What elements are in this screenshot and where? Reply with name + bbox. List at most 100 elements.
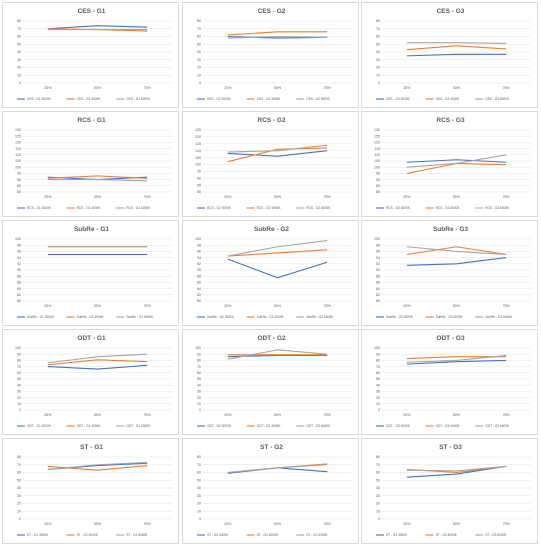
chart-title: CES - G2 [258,8,286,15]
series-line [227,150,328,157]
y-tick-label: 30 [376,494,380,498]
series-line [227,349,328,360]
y-tick-label: 0 [199,81,201,85]
legend-entry: CES - G1 3000K [27,97,52,101]
line-chart: CES - G2 0 10 20 30 40 50 60 70 80 25% 50% 75% CES - … [197,8,352,101]
y-tick-label: 100 [195,163,201,167]
legend-entry: ST - G3 4000K [436,533,458,537]
line-chart: ST - G1 0 10 20 30 40 50 60 70 80 25% 50% 75% ST - G1… [17,444,172,537]
x-tick-label: 75% [324,195,332,199]
y-tick-label: 20 [376,502,380,506]
y-tick-label: 125 [15,134,21,138]
y-tick-label: 0 [19,408,21,412]
x-tick-label: 75% [144,413,152,417]
y-tick-label: 98 [376,243,380,247]
series-line [47,461,148,470]
line-chart: ST - G3 0 10 20 30 40 50 60 70 80 25% 50% 75% ST - G3… [376,444,531,537]
line-chart: CES - G1 0 10 20 30 40 50 60 70 80 25% 50% 75% CES - … [17,8,172,101]
y-tick-label: 100 [374,346,380,350]
y-tick-label: 125 [374,134,380,138]
series-line [47,353,148,364]
x-tick-label: 25% [44,413,52,417]
y-tick-label: 94 [376,256,380,260]
legend-entry: CES - G3 3000K [386,97,411,101]
y-tick-label: 70 [376,463,380,467]
y-tick-label: 100 [15,346,21,350]
legend-entry: ST - G2 6000K [306,533,328,537]
line-chart: ODT - G2 0 10 20 30 40 50 60 70 80 90 100 25% 50% 75% O… [195,335,352,428]
x-tick-label: 25% [224,86,232,90]
y-tick-label: 10 [376,509,380,513]
y-tick-label: 20 [17,66,21,70]
y-tick-label: 110 [15,153,21,157]
x-tick-label: 25% [224,304,232,308]
y-tick-label: 80 [376,190,380,194]
y-tick-label: 84 [197,287,201,291]
series-line [406,246,507,256]
y-tick-label: 40 [376,50,380,54]
x-tick-label: 25% [224,522,232,526]
y-tick-label: 80 [376,359,380,363]
x-tick-label: 25% [224,413,232,417]
y-tick-label: 100 [15,165,21,169]
x-tick-label: 25% [224,195,232,199]
x-tick-label: 50% [274,522,282,526]
legend-entry: CES - G2 4000K [257,97,282,101]
series-line [406,246,507,256]
y-tick-label: 20 [376,66,380,70]
y-tick-label: 60 [376,35,380,39]
legend-entry: RCS - G3 4000K [436,206,461,210]
x-tick-label: 75% [503,413,511,417]
x-tick-label: 75% [503,522,511,526]
legend-entry: SubRe - G1 3000K [27,315,55,319]
y-tick-label: 90 [376,352,380,356]
y-tick-label: 10 [197,73,201,77]
series-line [47,175,148,179]
y-tick-label: 92 [197,262,201,266]
x-tick-label: 25% [44,304,52,308]
y-tick-label: 80 [17,299,21,303]
y-tick-label: 30 [376,390,380,394]
y-tick-label: 60 [376,471,380,475]
y-tick-label: 40 [376,383,380,387]
y-tick-label: 80 [17,190,21,194]
y-tick-label: 115 [195,142,201,146]
y-tick-label: 0 [19,81,21,85]
y-tick-label: 10 [376,73,380,77]
chart-panel: RCS - G2 80 85 90 95 100 105 110 115 120 125 25% 50%… [182,111,359,217]
x-tick-label: 25% [403,304,411,308]
y-tick-label: 10 [17,509,21,513]
y-tick-label: 120 [195,135,201,139]
y-tick-label: 0 [378,517,380,521]
y-tick-label: 30 [197,58,201,62]
legend-entry: RCS - G3 6000K [485,206,510,210]
x-tick-label: 50% [453,304,461,308]
y-tick-label: 125 [195,128,201,132]
y-tick-label: 90 [197,352,201,356]
x-tick-label: 50% [94,304,102,308]
line-chart: RCS - G3 80 85 90 95 100 105 110 115 120 125 130 25%… [374,117,531,210]
series-line [406,465,507,472]
y-tick-label: 86 [376,281,380,285]
x-tick-label: 75% [144,86,152,90]
y-tick-label: 88 [17,274,21,278]
y-tick-label: 88 [197,274,201,278]
legend-entry: ODT - G2 6000K [306,424,331,428]
legend-entry: RCS - G1 3000K [27,206,52,210]
y-tick-label: 84 [376,287,380,291]
chart-panel: ST - G1 0 10 20 30 40 50 60 70 80 25% 50% 75% ST - G1… [2,438,179,544]
x-tick-label: 25% [403,522,411,526]
x-tick-label: 50% [274,304,282,308]
y-tick-label: 94 [17,256,21,260]
y-tick-label: 100 [15,237,21,241]
y-tick-label: 90 [197,268,201,272]
series-line [227,147,328,163]
y-tick-label: 105 [15,159,21,163]
series-line [406,159,507,163]
series-line [47,179,148,182]
y-tick-label: 96 [17,250,21,254]
chart-title: RCS - G2 [257,117,286,124]
series-line [47,359,148,366]
y-tick-label: 80 [376,455,380,459]
y-tick-label: 80 [376,19,380,23]
